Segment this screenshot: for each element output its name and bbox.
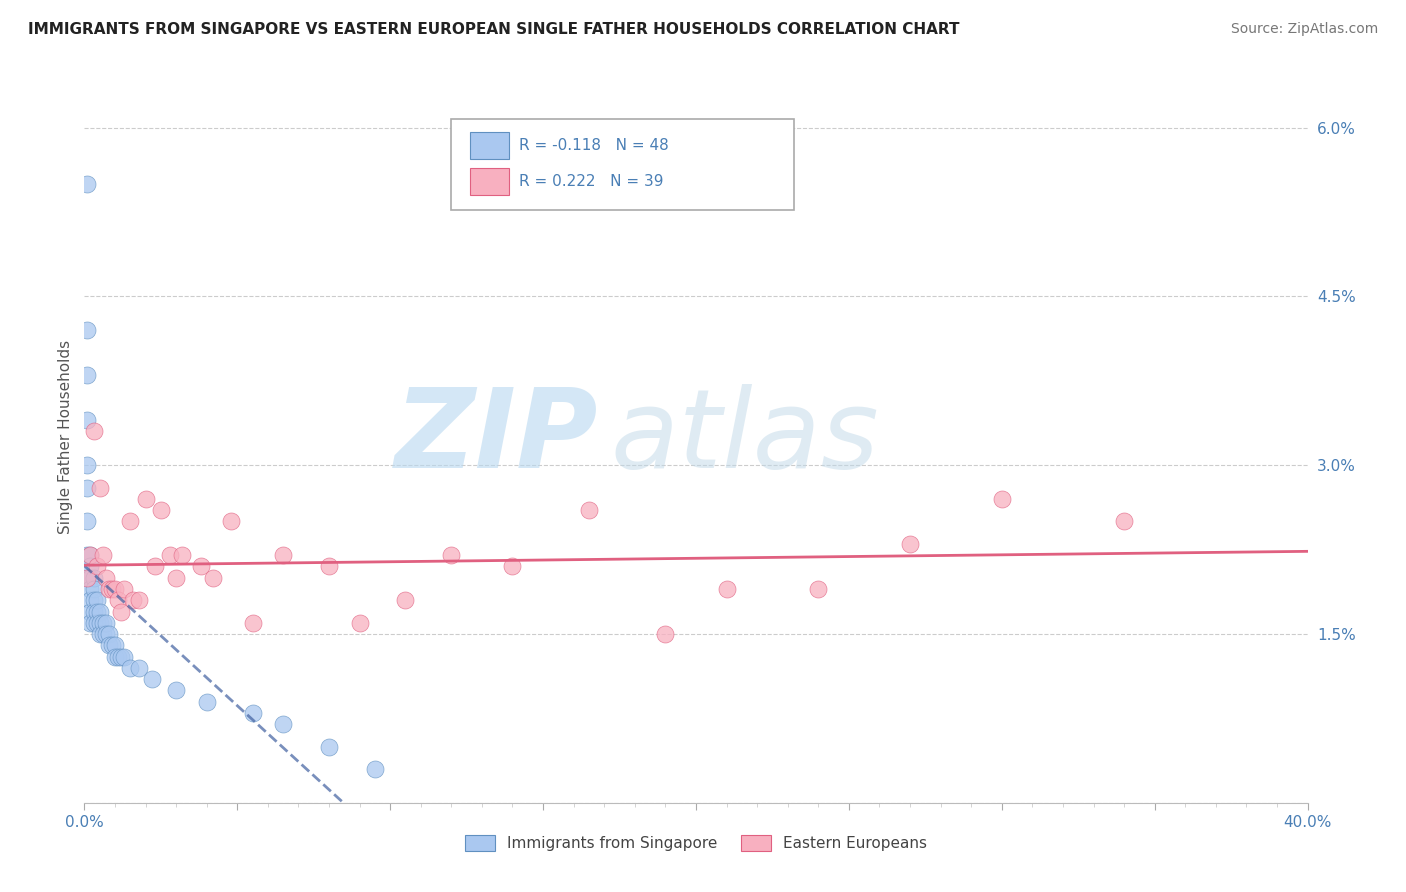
- Point: [79, 548, 101, 562]
- Point: [91, 548, 114, 562]
- Point: [97, 627, 120, 641]
- Point: [149, 503, 172, 517]
- Point: [112, 649, 135, 664]
- Point: [76, 177, 98, 191]
- Point: [120, 661, 142, 675]
- Point: [318, 739, 340, 754]
- Point: [79, 548, 101, 562]
- Point: [83, 605, 105, 619]
- Point: [107, 649, 129, 664]
- Point: [120, 515, 142, 529]
- Point: [107, 593, 129, 607]
- Point: [440, 548, 463, 562]
- Point: [79, 571, 101, 585]
- Point: [86, 615, 108, 630]
- Point: [86, 593, 108, 607]
- Point: [112, 582, 135, 596]
- Point: [76, 368, 98, 383]
- Legend: Immigrants from Singapore, Eastern Europeans: Immigrants from Singapore, Eastern Europ…: [458, 830, 934, 857]
- Point: [76, 481, 98, 495]
- Point: [76, 458, 98, 473]
- Point: [89, 615, 111, 630]
- Point: [165, 683, 187, 698]
- Text: ZIP: ZIP: [395, 384, 598, 491]
- Point: [143, 559, 166, 574]
- Point: [201, 571, 224, 585]
- Point: [394, 593, 416, 607]
- Point: [110, 605, 132, 619]
- Point: [83, 593, 105, 607]
- Point: [83, 571, 105, 585]
- Point: [349, 615, 371, 630]
- Point: [83, 425, 105, 439]
- FancyBboxPatch shape: [470, 132, 509, 159]
- Point: [94, 627, 117, 641]
- Point: [104, 582, 127, 596]
- Point: [91, 627, 114, 641]
- Point: [83, 582, 105, 596]
- Point: [502, 559, 524, 574]
- Point: [271, 548, 294, 562]
- Point: [76, 323, 98, 337]
- Point: [991, 491, 1014, 506]
- Point: [94, 615, 117, 630]
- Text: R = -0.118   N = 48: R = -0.118 N = 48: [519, 138, 668, 153]
- Point: [219, 515, 242, 529]
- Point: [76, 571, 98, 585]
- Point: [716, 582, 738, 596]
- Point: [76, 548, 98, 562]
- Point: [1114, 515, 1136, 529]
- FancyBboxPatch shape: [451, 119, 794, 211]
- Point: [159, 548, 181, 562]
- Point: [128, 661, 150, 675]
- Point: [128, 593, 150, 607]
- Text: Source: ZipAtlas.com: Source: ZipAtlas.com: [1230, 22, 1378, 37]
- Point: [86, 559, 108, 574]
- Point: [79, 582, 101, 596]
- Y-axis label: Single Father Households: Single Father Households: [58, 340, 73, 534]
- Point: [79, 559, 101, 574]
- Point: [97, 638, 120, 652]
- Point: [242, 615, 264, 630]
- Point: [104, 649, 127, 664]
- Point: [94, 571, 117, 585]
- Point: [807, 582, 830, 596]
- Point: [271, 717, 294, 731]
- Point: [195, 694, 218, 708]
- Text: atlas: atlas: [610, 384, 879, 491]
- Point: [364, 762, 387, 776]
- Point: [242, 706, 264, 720]
- Point: [83, 615, 105, 630]
- Point: [318, 559, 340, 574]
- Point: [89, 481, 111, 495]
- Point: [190, 559, 212, 574]
- Point: [79, 593, 101, 607]
- Point: [122, 593, 145, 607]
- Point: [76, 571, 98, 585]
- Point: [141, 672, 163, 686]
- Point: [79, 615, 101, 630]
- Point: [110, 649, 132, 664]
- Point: [76, 413, 98, 427]
- Point: [89, 627, 111, 641]
- Text: R = 0.222   N = 39: R = 0.222 N = 39: [519, 174, 664, 189]
- Point: [654, 627, 676, 641]
- Point: [76, 515, 98, 529]
- Point: [97, 582, 120, 596]
- Point: [101, 582, 124, 596]
- Point: [104, 638, 127, 652]
- Point: [135, 491, 157, 506]
- Point: [578, 503, 600, 517]
- Point: [898, 537, 921, 551]
- Point: [79, 605, 101, 619]
- Point: [172, 548, 194, 562]
- Point: [165, 571, 187, 585]
- Point: [89, 605, 111, 619]
- Text: IMMIGRANTS FROM SINGAPORE VS EASTERN EUROPEAN SINGLE FATHER HOUSEHOLDS CORRELATI: IMMIGRANTS FROM SINGAPORE VS EASTERN EUR…: [28, 22, 960, 37]
- Point: [91, 615, 114, 630]
- Point: [101, 638, 124, 652]
- FancyBboxPatch shape: [470, 168, 509, 195]
- Point: [86, 605, 108, 619]
